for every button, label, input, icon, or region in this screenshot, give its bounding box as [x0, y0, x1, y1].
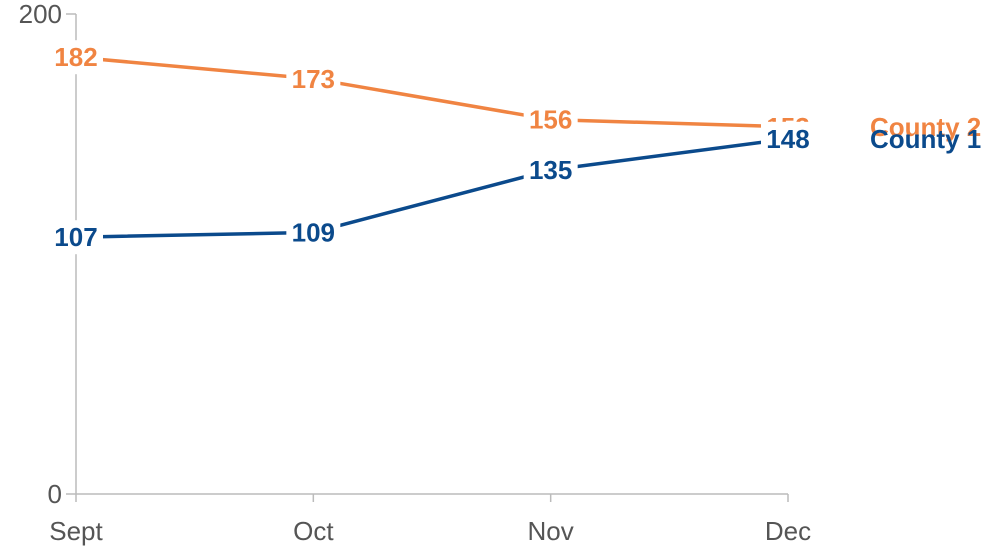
data-label-text: 182 — [54, 42, 97, 72]
data-label-bg — [49, 220, 103, 255]
data-label-bg — [523, 102, 578, 137]
data-label: 107 — [49, 220, 103, 255]
data-label-bg — [49, 40, 103, 75]
series-group — [74, 55, 790, 239]
legend-label-county-2: County 2 — [870, 112, 981, 142]
data-label-text: 173 — [292, 64, 335, 94]
data-label-text: 135 — [529, 155, 572, 185]
data-label-bg — [286, 61, 341, 96]
data-label: 182 — [49, 40, 103, 75]
data-label-text: 109 — [292, 217, 335, 247]
data-label: 156 — [523, 102, 578, 137]
data-label: 109 — [286, 215, 341, 250]
data-label-text: 148 — [766, 124, 809, 154]
data-label-bg — [523, 153, 578, 187]
data-label: 173 — [286, 61, 341, 96]
y-tick-label: 0 — [48, 479, 62, 509]
data-label: 135 — [523, 153, 578, 187]
y-axis-ticks: 0 200 — [19, 0, 76, 509]
series-line-county-2 — [74, 55, 790, 129]
x-tick-label: Nov — [528, 516, 574, 546]
x-axis-ticks: Sept Oct Nov Dec — [49, 494, 811, 546]
legend-label-county-1: County 1 — [870, 124, 981, 154]
data-labels: 182173156153107109135148 — [49, 40, 815, 255]
data-label-text: 156 — [529, 105, 572, 135]
x-tick-label: Sept — [49, 516, 103, 546]
series-line-county-1 — [74, 137, 790, 239]
data-label: 148 — [761, 121, 815, 156]
y-tick-label: 200 — [19, 0, 62, 29]
data-label-bg — [761, 121, 815, 156]
data-label-text: 107 — [54, 222, 97, 252]
data-label-bg — [286, 215, 341, 250]
x-tick-label: Dec — [765, 516, 811, 546]
x-tick-label: Oct — [293, 516, 334, 546]
